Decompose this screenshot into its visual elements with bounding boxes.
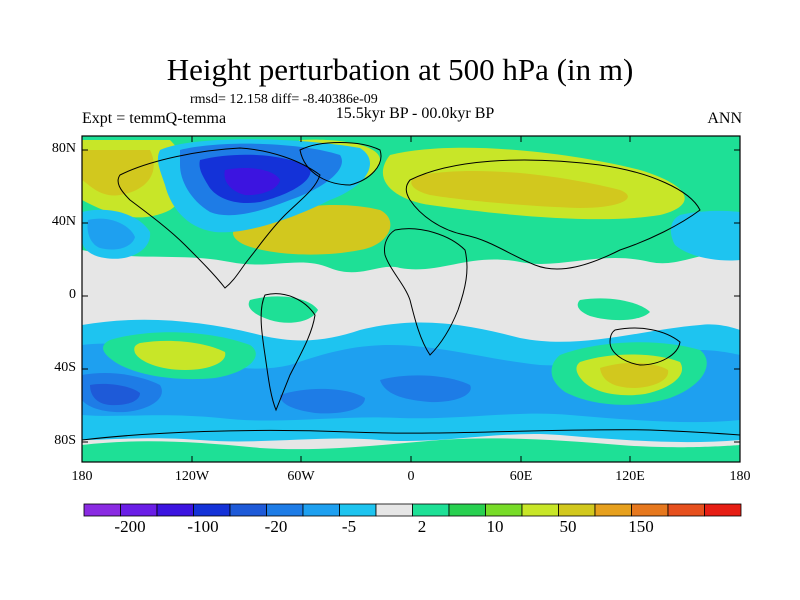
contour-antarctic — [82, 438, 740, 462]
experiment-label: Expt = temmQ-temma — [82, 110, 227, 127]
colorbar-swatch — [302, 503, 340, 517]
axis-ticks — [81, 136, 741, 462]
season-label: ANN — [707, 110, 742, 127]
period-label: 15.5kyr BP - 00.0kyr BP — [335, 105, 495, 122]
lon-tick-120e: 120E — [615, 469, 645, 484]
south-america-outline — [260, 293, 316, 412]
africa-outline — [384, 228, 468, 356]
colorbar-swatch — [193, 503, 231, 517]
lat-tick-80s: 80S — [54, 433, 76, 448]
eurasia-outline — [405, 159, 701, 270]
colorbar-swatch — [229, 503, 267, 517]
colorbar-swatch — [558, 503, 596, 517]
stats-text: rmsd= 12.158 diff= -8.40386e-09 — [190, 92, 378, 107]
colorbar-swatch — [631, 503, 669, 517]
colorbar-swatch — [704, 503, 742, 517]
colorbar-label: 2 — [417, 517, 427, 536]
colorbar-swatch — [156, 503, 194, 517]
contour-field — [82, 136, 740, 462]
colorbar-swatch — [521, 503, 559, 517]
colorbar-label: 10 — [486, 517, 504, 536]
colorbar-swatch — [83, 503, 121, 517]
lon-tick-180w: 180 — [71, 469, 93, 484]
colorbar-swatch — [120, 503, 158, 517]
colorbar-label: -20 — [264, 517, 288, 536]
lon-tick-60w: 60W — [287, 469, 315, 484]
colorbar-swatch — [412, 503, 450, 517]
antarctica-outline — [82, 429, 740, 441]
lat-tick-80n: 80N — [51, 141, 76, 156]
north-america-outline — [117, 147, 321, 289]
colorbar-swatch — [448, 503, 486, 517]
colorbar-label: -100 — [187, 517, 219, 536]
colorbar-label: 150 — [628, 517, 654, 536]
map-title: Height perturbation at 500 hPa (in m) — [166, 52, 634, 87]
colorbar-label: 50 — [559, 517, 577, 536]
greenland-outline — [299, 142, 382, 186]
colorbar-label: -200 — [114, 517, 146, 536]
lon-tick-180e: 180 — [729, 469, 751, 484]
colorbar-swatch — [594, 503, 632, 517]
colorbar-label: -5 — [341, 517, 357, 536]
colorbar-swatch — [485, 503, 523, 517]
colorbar-swatch — [339, 503, 377, 517]
australia-outline — [609, 327, 681, 366]
colorbar-swatch — [266, 503, 304, 517]
colorbar-swatch — [667, 503, 705, 517]
lat-tick-40s: 40S — [54, 360, 76, 375]
colorbar — [83, 503, 742, 517]
lat-tick-0: 0 — [69, 287, 76, 302]
lon-tick-120w: 120W — [174, 469, 210, 484]
coastlines — [82, 142, 740, 441]
lat-tick-40n: 40N — [51, 214, 76, 229]
lon-tick-60e: 60E — [509, 469, 533, 484]
lon-tick-0: 0 — [407, 469, 415, 484]
colorbar-swatch — [375, 503, 413, 517]
